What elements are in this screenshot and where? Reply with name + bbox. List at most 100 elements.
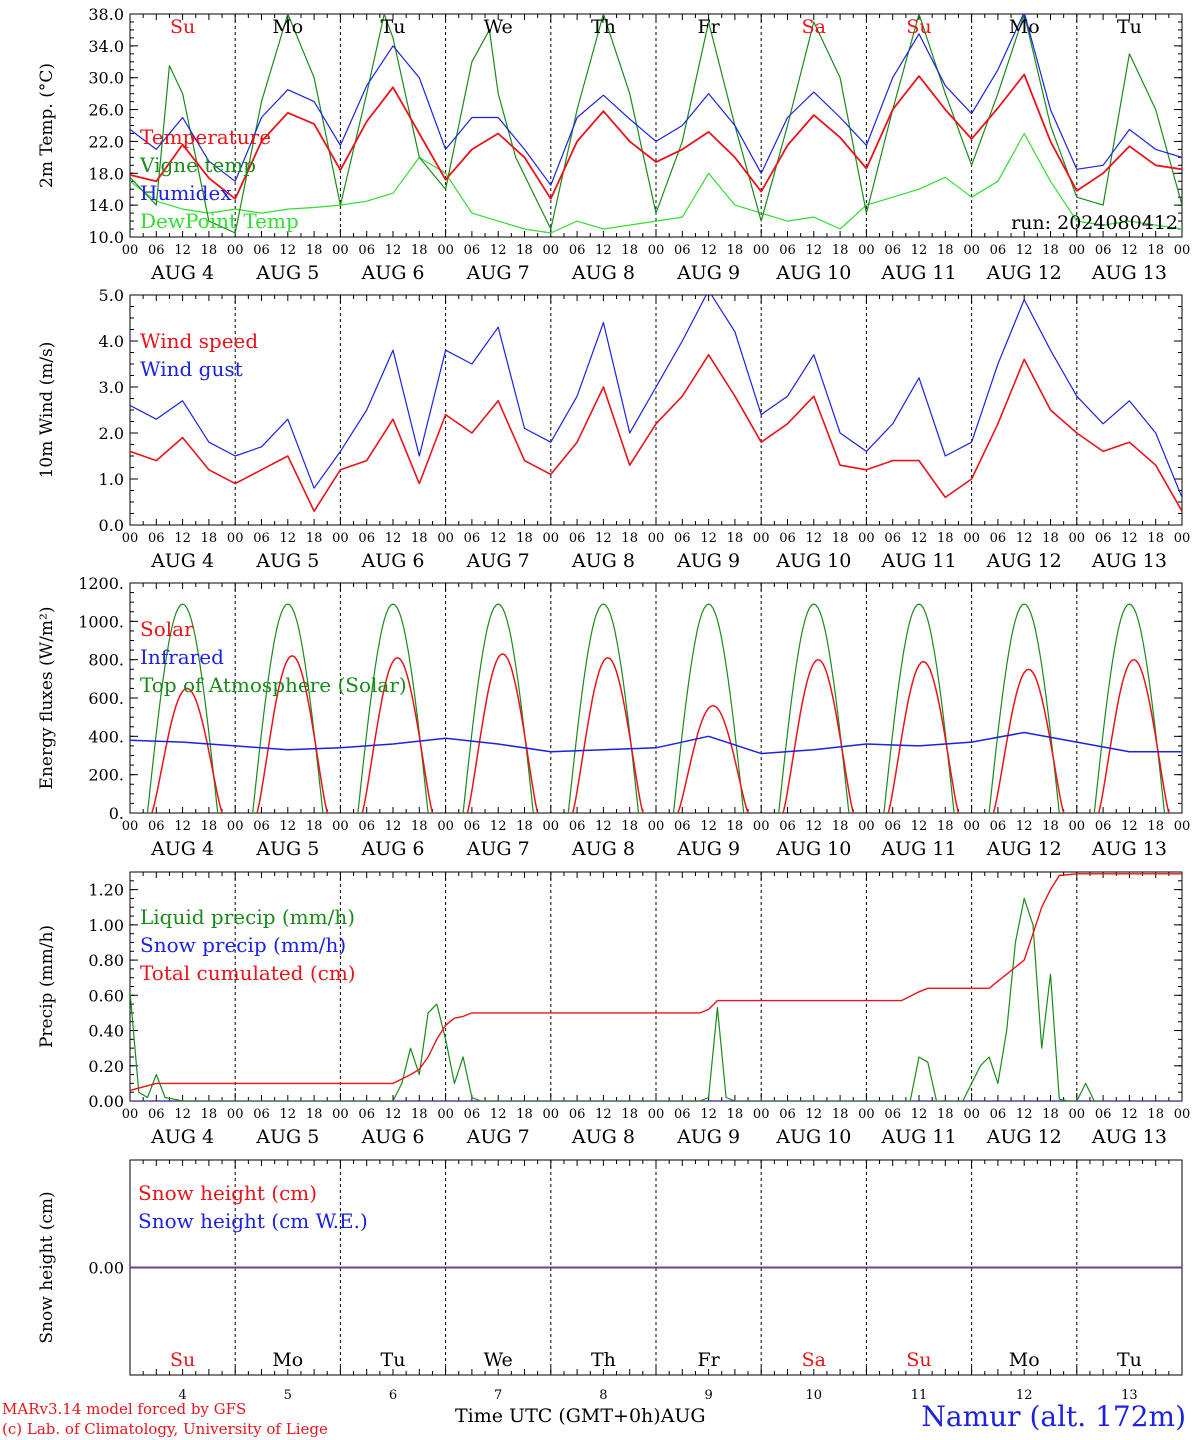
hour-tick-label: 00 xyxy=(753,531,770,546)
hour-tick-label: 06 xyxy=(253,819,270,834)
hour-tick-label: 00 xyxy=(122,531,139,546)
hour-tick-label: 06 xyxy=(569,1107,586,1122)
run-label: run: 2024080412 xyxy=(1011,212,1178,234)
hour-tick-label: 12 xyxy=(700,1107,717,1122)
legend-entry: Wind gust xyxy=(140,357,243,381)
hour-tick-label: 12 xyxy=(1121,531,1138,546)
hour-tick-label: 00 xyxy=(332,243,349,258)
legend-entry: Wind speed xyxy=(140,329,258,353)
dow-label-bottom: Tu xyxy=(381,1349,406,1371)
hour-tick-label: 12 xyxy=(1016,819,1033,834)
hour-tick-label: 06 xyxy=(779,531,796,546)
hour-tick-label: 18 xyxy=(937,531,954,546)
dow-label-bottom: Tu xyxy=(1117,1349,1142,1371)
plot-area xyxy=(130,603,1182,813)
dow-label-bottom: We xyxy=(484,1349,513,1371)
y-tick-label: 18.0 xyxy=(88,164,124,183)
legend-entry: DewPoint Temp xyxy=(140,209,299,233)
date-label: AUG 9 xyxy=(676,550,740,572)
time-axis-label: Time UTC (GMT+0h)AUG xyxy=(455,1405,706,1427)
hour-tick-label: 06 xyxy=(884,531,901,546)
toa-solar-day-4 xyxy=(462,603,534,813)
date-label: AUG 6 xyxy=(360,262,424,284)
legend-entry: Infrared xyxy=(140,645,224,669)
toa-solar-day-1 xyxy=(146,603,219,813)
hour-tick-label: 18 xyxy=(621,819,638,834)
hour-tick-label: 18 xyxy=(411,819,428,834)
hour-tick-label: 18 xyxy=(937,243,954,258)
hour-tick-label: 18 xyxy=(411,531,428,546)
date-label: AUG 8 xyxy=(571,262,635,284)
hour-tick-label: 00 xyxy=(753,819,770,834)
date-label: AUG 5 xyxy=(255,838,319,860)
hour-tick-label: 00 xyxy=(122,1107,139,1122)
hour-tick-label: 06 xyxy=(464,243,481,258)
hour-tick-label: 00 xyxy=(1174,531,1191,546)
panel-5: 0.00 Snow height (cm) Snow height (cm) Snow… xyxy=(37,1159,1183,1376)
y-tick-label: 0.60 xyxy=(88,986,124,1005)
hour-tick-label: 12 xyxy=(490,1107,507,1122)
hour-tick-label: 18 xyxy=(516,531,533,546)
date-label: AUG 10 xyxy=(775,838,851,860)
solar-day-8 xyxy=(887,660,960,813)
day-number-label: 4 xyxy=(178,1388,186,1403)
hour-tick-label: 18 xyxy=(1042,819,1059,834)
y-tick-label: 0. xyxy=(109,804,124,823)
dow-label-top: Tu xyxy=(381,16,406,38)
legend-entry: Top of Atmosphere (Solar) xyxy=(140,673,407,697)
solar-day-10 xyxy=(1097,658,1170,813)
hour-tick-label: 12 xyxy=(1016,531,1033,546)
y-tick-label: 5.0 xyxy=(99,286,124,305)
hour-tick-label: 06 xyxy=(464,1107,481,1122)
hour-tick-label: 00 xyxy=(858,819,875,834)
date-label: AUG 10 xyxy=(775,1126,851,1148)
dow-label-top: We xyxy=(484,16,513,38)
hour-tick-label: 06 xyxy=(779,819,796,834)
date-label: AUG 7 xyxy=(466,262,530,284)
y-tick-label: 1.20 xyxy=(88,881,124,900)
hour-tick-label: 06 xyxy=(884,243,901,258)
hour-tick-label: 06 xyxy=(779,1107,796,1122)
y-tick-label: 26.0 xyxy=(88,101,124,120)
hour-tick-label: 12 xyxy=(595,243,612,258)
hour-tick-label: 00 xyxy=(437,243,454,258)
hour-tick-label: 00 xyxy=(332,819,349,834)
date-label: AUG 12 xyxy=(986,262,1062,284)
date-label: AUG 5 xyxy=(255,262,319,284)
day-number-label: 6 xyxy=(389,1388,397,1403)
hour-tick-label: 12 xyxy=(806,243,823,258)
date-label: AUG 13 xyxy=(1091,262,1167,284)
hour-tick-label: 18 xyxy=(306,1107,323,1122)
series-humidex xyxy=(130,14,1182,186)
date-label: AUG 13 xyxy=(1091,550,1167,572)
hour-tick-label: 18 xyxy=(937,1107,954,1122)
hour-tick-label: 00 xyxy=(1069,1107,1086,1122)
hour-tick-label: 00 xyxy=(858,531,875,546)
solar-day-5 xyxy=(571,657,644,813)
hour-tick-label: 06 xyxy=(1095,531,1112,546)
hour-tick-label: 00 xyxy=(227,243,244,258)
y-tick-label: 0.0 xyxy=(99,516,124,535)
hour-tick-label: 00 xyxy=(437,531,454,546)
hour-tick-label: 18 xyxy=(411,1107,428,1122)
hour-tick-label: 06 xyxy=(674,531,691,546)
y-tick-label: 4.0 xyxy=(99,332,124,351)
hour-tick-label: 00 xyxy=(648,819,665,834)
hour-tick-label: 18 xyxy=(1147,531,1164,546)
date-label: AUG 8 xyxy=(571,1126,635,1148)
hour-tick-label: 00 xyxy=(963,1107,980,1122)
series-total-cumulated xyxy=(130,873,1182,1092)
hour-tick-label: 18 xyxy=(1147,243,1164,258)
y-tick-label: 200. xyxy=(88,766,124,785)
day-number-label: 11 xyxy=(911,1388,928,1403)
hour-tick-label: 00 xyxy=(648,1107,665,1122)
y-tick-label: 34.0 xyxy=(88,37,124,56)
y-tick-label: 400. xyxy=(88,727,124,746)
hour-tick-label: 18 xyxy=(306,531,323,546)
dow-label-top: Su xyxy=(906,16,931,38)
y-tick-label: 0.80 xyxy=(88,951,124,970)
date-label: AUG 4 xyxy=(150,262,214,284)
hour-tick-label: 18 xyxy=(832,1107,849,1122)
legend-entry: Snow precip (mm/h) xyxy=(140,933,346,957)
hour-tick-label: 06 xyxy=(990,1107,1007,1122)
